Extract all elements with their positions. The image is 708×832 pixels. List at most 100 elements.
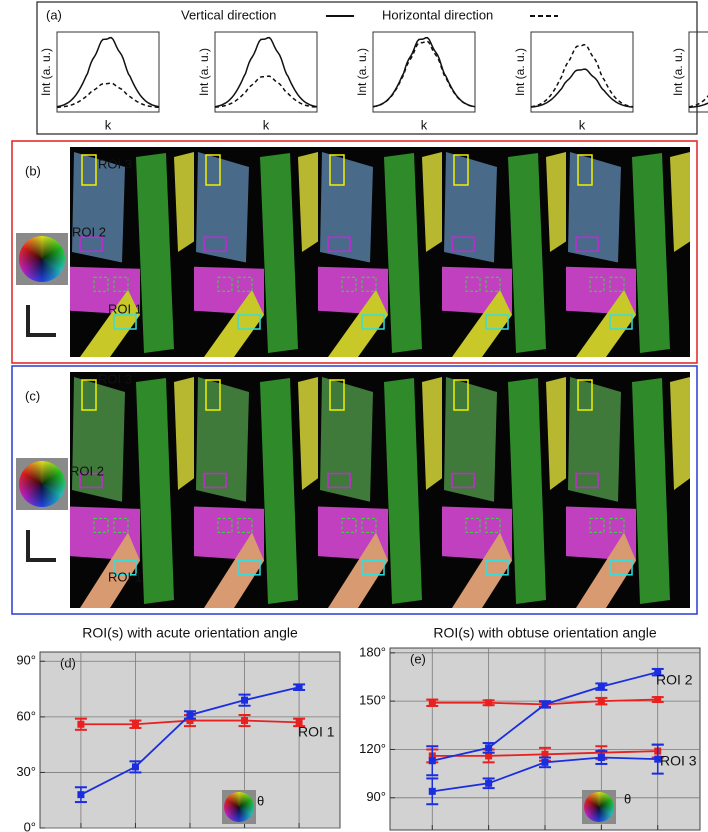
legend-label: Vertical direction [181,7,276,22]
roi-box [485,517,501,533]
panel-label: (c) [25,388,40,403]
inset-symbol: θ [624,791,631,806]
sample-region [546,152,566,252]
annotation: ROI 3 [660,753,697,769]
image-tile [566,372,690,608]
roi-box [81,154,97,186]
intensity-profile [56,36,160,108]
sample-region [196,152,249,263]
sample-region [320,377,373,502]
roi-box [465,276,481,292]
roi-box [453,154,469,186]
sample-region [298,377,318,490]
sample-region [204,532,264,608]
roi-box [575,472,599,489]
roi-box [327,472,351,489]
roi-box [113,314,137,330]
roi-box [205,154,221,186]
panel-label: (e) [410,651,426,666]
color-wheel [16,233,68,285]
roi-box [237,314,261,330]
intensity-profile [214,75,318,108]
chart-title: ROI(s) with obtuse orientation angle [433,625,657,641]
data-point [77,720,85,728]
roi-box [577,379,593,411]
roi-box [589,517,605,533]
y-tick-label: 150° [359,693,386,708]
intensity-profile [530,68,634,108]
roi-box [203,472,227,489]
roi-box [81,379,97,411]
sample-region [546,377,566,490]
data-point [485,744,493,752]
image-tile [318,147,442,357]
annotation: ROI 1 [298,724,335,740]
sample-region [508,153,546,353]
data-point [485,779,493,787]
x-axis-label: k [579,117,586,132]
roi-box [465,517,481,533]
roi-box [341,276,357,292]
data-point [295,683,303,691]
color-wheel [16,458,68,510]
x-axis-label: k [263,117,270,132]
sample-region [80,532,140,608]
sample-region [632,378,670,604]
y-axis-label: Int (a. u.) [671,48,685,96]
data-point [597,697,605,705]
image-tile [318,372,442,608]
sample-region [576,289,636,357]
roi-box [609,314,633,330]
sample-region [174,152,194,252]
x-axis-label: k [105,117,112,132]
roi-box [451,472,475,489]
sample-region [632,153,670,353]
data-point [428,757,436,765]
data-point [485,752,493,760]
sample-region [444,377,497,502]
roi-box [205,379,221,411]
panel-label: (b) [25,163,41,178]
sample-region [72,152,125,263]
sample-region [384,378,422,604]
roi-box [237,276,253,292]
roi-box [577,154,593,186]
image-tile [70,372,194,608]
roi-box [93,276,109,292]
data-point [428,699,436,707]
y-tick-label: 0° [24,819,36,832]
panel-label: (d) [60,655,76,670]
y-axis-label: Int (a. u.) [197,48,211,96]
legend-label: Horizontal direction [382,7,493,22]
intensity-profile [372,40,476,108]
sample-region [174,377,194,490]
x-axis-label: k [421,117,428,132]
image-tile [194,147,318,357]
data-point [131,763,139,771]
annotation: ROI 2 [656,672,693,688]
sample-region [136,153,174,353]
roi-box [93,517,109,533]
roi-box [341,517,357,533]
image-tile [566,147,690,357]
data-point [241,717,249,725]
data-point [241,696,249,704]
roi-box [485,560,509,576]
intensity-profile [56,82,160,109]
sample-region [384,153,422,353]
intensity-profile [530,43,634,108]
intensity-profile [214,36,318,108]
roi-box [575,236,599,253]
data-point [131,720,139,728]
scale-bar [26,305,56,337]
sample-region [576,532,636,608]
data-point [186,717,194,725]
scale-bar [26,530,56,562]
roi-box [217,276,233,292]
color-wheel [582,790,616,824]
data-point [654,696,662,704]
roi-label: ROI 3 [98,156,132,171]
y-tick-label: 90° [16,653,36,668]
sample-region [260,378,298,604]
sample-region [568,377,621,502]
